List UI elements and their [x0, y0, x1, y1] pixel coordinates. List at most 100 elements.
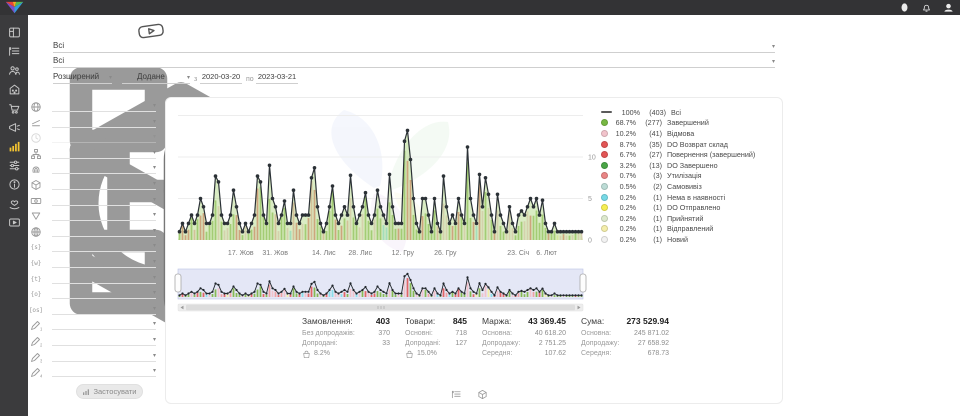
stat-sublabel: Без допродажів: [302, 330, 355, 337]
filter-dropdown[interactable]: ▾ [52, 115, 156, 128]
svg-text:3: 3 [40, 358, 42, 363]
filter-row-braces-o[interactable]: {o} ▾ [30, 285, 156, 300]
legend-row[interactable]: 0.7% (3) Утилізація [601, 171, 779, 182]
date-from-input[interactable]: 2020-03-20 [200, 71, 242, 84]
stat-subvalue: 678.73 [647, 350, 669, 357]
list-view-icon[interactable] [451, 387, 462, 399]
presentation-video-icon[interactable] [136, 21, 166, 41]
sidebar-item-megaphone[interactable] [0, 118, 28, 137]
legend-row[interactable]: 3.2% (13) DO Завершено [601, 160, 779, 171]
filter-row-pen-3[interactable]: 3▾ [30, 348, 156, 363]
filter-dropdown[interactable]: ▾ [52, 333, 156, 346]
filter-row-package[interactable]: ▾ [30, 176, 156, 190]
stat-title: Замовлення: [302, 316, 353, 326]
notifications-bell-icon[interactable] [921, 2, 932, 13]
filter-row-braces-os[interactable]: {os} ▾ [29, 301, 156, 315]
date-field-select[interactable]: Додане ▾ [122, 71, 190, 84]
filter-dropdown[interactable]: ▾ [52, 364, 156, 378]
date-to-input[interactable]: 2023-03-21 [256, 71, 298, 84]
filter-row-fingerprint[interactable]: ▾ [30, 160, 156, 175]
filter-row-pen-1[interactable]: 1▾ [30, 316, 156, 332]
package-view-icon[interactable] [477, 387, 488, 400]
filter-row-web[interactable]: ▾ [30, 223, 156, 237]
sidebar-item-analytics-chart[interactable] [0, 137, 28, 156]
filter-row-layers[interactable]: ▾ [30, 114, 156, 128]
legend-row[interactable]: 0.5% (2) Самовивіз [601, 181, 779, 192]
search-mode-select[interactable]: Розширений ▾ [53, 71, 112, 84]
filter-row-funnel[interactable]: ▾ [30, 207, 156, 222]
legend-row[interactable]: 0.2% (1) Новий [601, 234, 779, 245]
chart-minimap-brush[interactable] [166, 266, 602, 312]
filter-row-braces-s[interactable]: {s} ▾ [30, 238, 156, 253]
x-tick-label: 28. Лис [348, 250, 372, 257]
account-avatar-icon[interactable] [943, 2, 954, 13]
pen-1-icon: 1 [30, 318, 43, 332]
filter-row-pen-2[interactable]: 2▾ [30, 332, 156, 348]
sidebar-item-customers[interactable] [0, 61, 28, 80]
filter-dropdown[interactable]: ▾ [52, 224, 156, 237]
filter-row-braces-t[interactable]: {t} ▾ [30, 270, 156, 284]
filter-dropdown[interactable]: ▾ [52, 302, 156, 315]
filter-dropdown[interactable]: ▾ [52, 130, 156, 144]
stat-column: Маржа: 43 369.45 Основна: 40 618.20 Допродаж… [482, 316, 566, 362]
legend-dot-swatch [601, 140, 608, 148]
legend-row[interactable]: 0.2% (1) Відправлений [601, 224, 779, 235]
package-icon [30, 178, 42, 190]
legend-count: (1) [653, 192, 662, 202]
filter-dropdown[interactable]: ▾ [52, 271, 156, 284]
filter-dropdown[interactable]: ▾ [52, 317, 156, 331]
stat-sublabel: Допродажу: [482, 340, 521, 347]
sidebar-item-dashboard[interactable] [0, 23, 28, 42]
legend-percent: 10.2% [615, 128, 636, 138]
legend-row[interactable]: 0.2% (1) Прийнятий [601, 213, 779, 224]
y-tick-label: 5 [588, 196, 592, 203]
product-filter-field[interactable]: Всі ▾ [53, 55, 775, 68]
filter-dropdown[interactable]: ▾ [52, 99, 156, 112]
sidebar-item-partners[interactable] [0, 194, 28, 213]
legend-count: (3) [653, 171, 662, 181]
sidebar-item-sliders[interactable] [0, 156, 28, 175]
filter-dropdown[interactable]: ▾ [52, 177, 156, 190]
legend-row[interactable]: 0.2% (1) DO Отправлено [601, 202, 779, 213]
legend-row[interactable]: 0.2% (1) Нема в наявності [601, 192, 779, 203]
profile-oval-icon[interactable] [899, 2, 910, 13]
filter-row-globe[interactable]: ▾ [30, 98, 156, 112]
legend-dot-swatch [601, 225, 608, 233]
stat-sublabel: Середня: [581, 350, 612, 357]
filter-row-braces-w[interactable]: {w} ▾ [30, 254, 156, 268]
sidebar-item-info[interactable] [0, 175, 28, 194]
legend-row[interactable]: 8.7% (35) DO Возврат склад [601, 139, 779, 150]
filter-dropdown[interactable]: ▾ [52, 349, 156, 362]
filter-dropdown[interactable]: ▾ [52, 146, 156, 159]
filter-row-pen-4[interactable]: 4▾ [30, 363, 156, 379]
filter-row-clock[interactable]: ▾ [30, 129, 156, 144]
filter-row-banknote[interactable]: ▾ [30, 192, 156, 206]
legend-row[interactable]: 10.2% (41) Відмова [601, 128, 779, 139]
legend-row[interactable]: 68.7% (277) Завершений [601, 118, 779, 129]
sidebar-item-store[interactable] [0, 80, 28, 99]
chevron-down-icon: ▾ [186, 75, 190, 81]
filter-dropdown[interactable]: ▾ [52, 239, 156, 253]
category-filter-field[interactable]: Всі ▾ [53, 40, 775, 53]
stat-sublabel: Допродажу: [581, 340, 620, 347]
filter-dropdown[interactable]: ▾ [52, 286, 156, 300]
stat-subrow: Допродажу: 27 658.92 [581, 340, 669, 347]
apply-filters-button[interactable]: Застосувати [76, 384, 143, 399]
legend-row[interactable]: 100% (403) Всі [601, 107, 779, 118]
analytics-card [165, 97, 783, 404]
legend-row[interactable]: 6.7% (27) Повернення (завершений) [601, 149, 779, 160]
filter-row-sitemap[interactable]: ▾ [30, 145, 156, 159]
filter-dropdown[interactable]: ▾ [52, 193, 156, 206]
sidebar-item-orders-list[interactable] [0, 42, 28, 61]
orders-chart[interactable]: 0 5 10 17. Жов 31. Жов 14. Лис 28. Лис 12. Гру 2… [166, 100, 602, 262]
legend-label: DO Возврат склад [667, 139, 728, 149]
sidebar-item-cart[interactable] [0, 99, 28, 118]
legend-percent: 0.2% [619, 203, 636, 213]
legend-count: (277) [645, 118, 662, 128]
filter-dropdown[interactable]: ▾ [52, 255, 156, 268]
app-logo-icon[interactable] [4, 1, 25, 14]
filter-dropdown[interactable]: ▾ [52, 161, 156, 175]
megaphone-icon [8, 121, 21, 134]
sidebar-item-video[interactable] [0, 213, 28, 232]
filter-dropdown[interactable]: ▾ [52, 208, 156, 222]
